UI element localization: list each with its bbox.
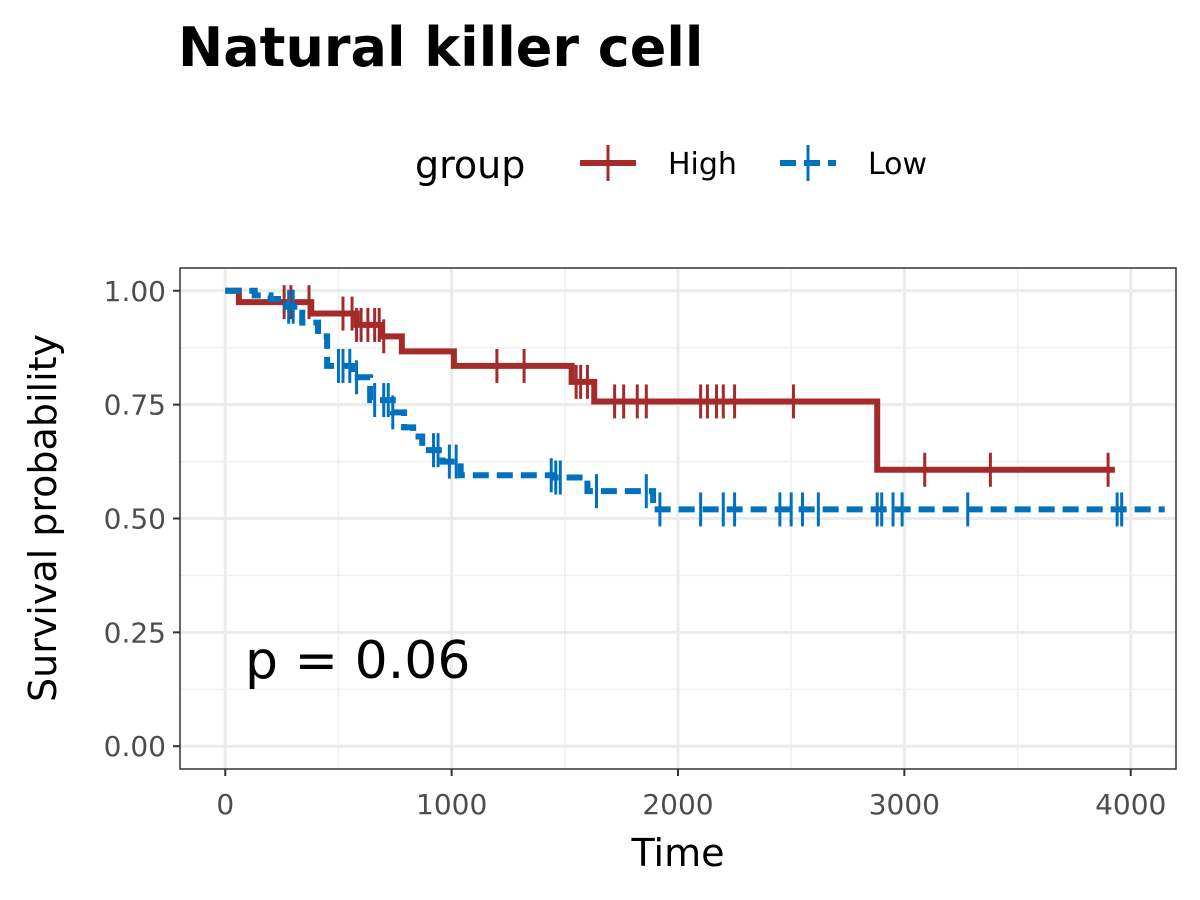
- legend-label-low: Low: [868, 147, 927, 182]
- grid-major: [180, 268, 1176, 769]
- x-tick-label: 0: [216, 788, 234, 821]
- x-axis-title: Time: [631, 831, 725, 875]
- y-axis-title: Survival probability: [21, 334, 65, 702]
- x-axis: 0 1000 2000 3000 4000: [216, 769, 1166, 821]
- x-tick-label: 4000: [1095, 788, 1166, 821]
- legend: group High Low: [415, 143, 927, 187]
- legend-title: group: [415, 143, 525, 187]
- p-value-annotation: p = 0.06: [245, 631, 470, 691]
- y-tick-label: 0.00: [104, 730, 166, 763]
- y-tick-label: 0.25: [104, 616, 166, 649]
- y-tick-label: 1.00: [104, 275, 166, 308]
- y-axis: 0.00 0.25 0.50 0.75 1.00: [104, 275, 180, 763]
- km-curve-low: [225, 287, 1165, 513]
- legend-label-high: High: [668, 147, 737, 182]
- x-tick-label: 3000: [869, 788, 940, 821]
- y-tick-label: 0.50: [104, 503, 166, 536]
- y-tick-label: 0.75: [104, 389, 166, 422]
- series-layer: [225, 285, 1165, 527]
- x-tick-label: 2000: [642, 788, 713, 821]
- x-tick-label: 1000: [416, 788, 487, 821]
- chart-title: Natural killer cell: [178, 16, 703, 79]
- km-curve-high: [225, 287, 1115, 473]
